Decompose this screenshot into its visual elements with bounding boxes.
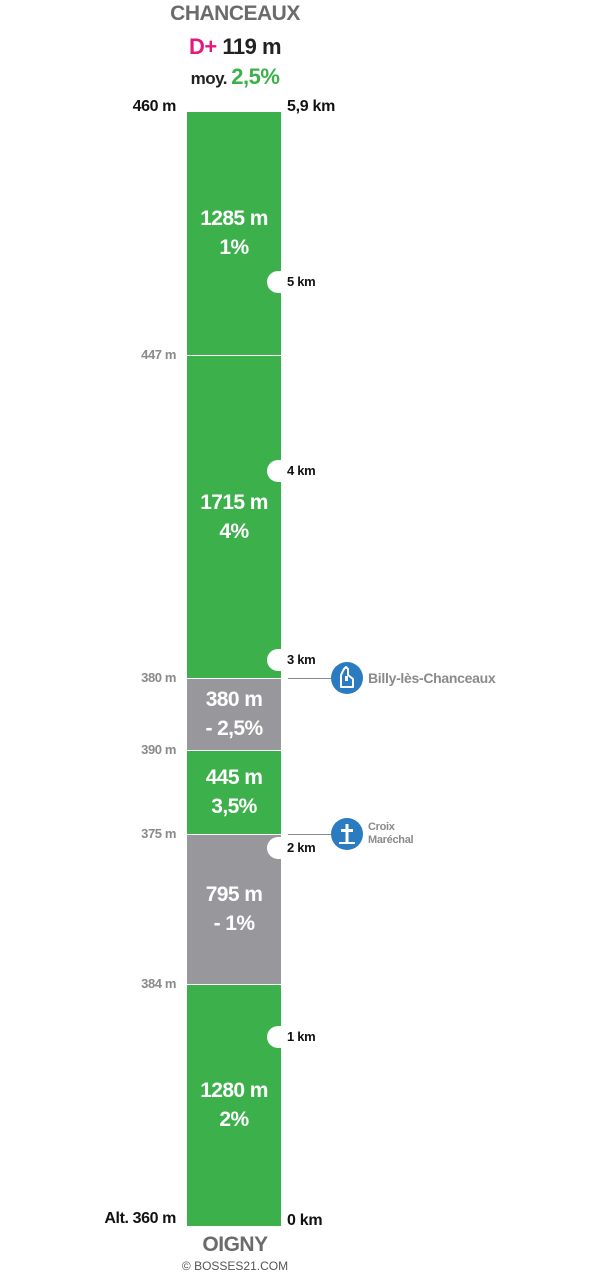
km-notch: [267, 270, 281, 293]
altitude-label: 460 m: [132, 98, 177, 115]
profile-segment: 1715 m 4%: [187, 354, 281, 679]
segment-separator: [187, 834, 281, 836]
km-notch: [267, 648, 281, 671]
altitude-label: 390 m: [141, 742, 176, 758]
average-grade-value: 2,5%: [231, 64, 280, 89]
poi-label: Billy-lès-Chanceaux: [368, 670, 496, 687]
altitude-label: 447 m: [141, 346, 176, 362]
profile-segment: 380 m - 2,5%: [187, 678, 281, 751]
elevation-gain-value: 119 m: [222, 34, 282, 59]
km-notch: [267, 1026, 281, 1049]
average-grade-prefix: moy.: [190, 69, 228, 88]
segment-grade-label: - 2,5%: [205, 717, 263, 741]
km-marker-label: 1 km: [287, 1029, 316, 1045]
poi-label-line: Billy-lès-Chanceaux: [368, 670, 496, 687]
km-marker-label: 5 km: [287, 273, 316, 289]
km-marker-label: 3 km: [287, 651, 316, 667]
poi-label: Croix Maréchal: [368, 821, 414, 847]
km-notch: [267, 459, 281, 482]
km-marker-label: 2 km: [287, 840, 316, 856]
church-icon: [331, 662, 363, 695]
segment-grade-label: 4%: [219, 519, 249, 543]
altitude-label: Alt. 360 m: [104, 1210, 176, 1227]
poi-label-line: Croix: [368, 821, 395, 834]
poi-leader-line: [288, 678, 332, 680]
segment-grade-label: 1%: [219, 236, 249, 260]
altitude-label: 375 m: [141, 826, 176, 842]
profile-segment: 1285 m 1%: [187, 112, 281, 355]
elevation-gain-prefix: D+: [188, 34, 217, 59]
segment-separator: [187, 750, 281, 752]
average-grade: moy. 2,5%: [0, 64, 470, 90]
segment-length-label: 1715 m: [200, 490, 268, 514]
profile-segment: 795 m - 1%: [187, 834, 281, 985]
segment-length-label: 380 m: [205, 688, 263, 712]
altitude-label: 384 m: [141, 976, 176, 992]
segment-separator: [187, 678, 281, 680]
segment-length-label: 445 m: [205, 766, 263, 790]
km-marker-label: 0 km: [287, 1212, 323, 1229]
profile-segment: 1280 m 2%: [187, 984, 281, 1226]
segment-grade-label: - 1%: [213, 912, 255, 936]
segment-separator: [187, 984, 281, 986]
segment-grade-label: 3,5%: [211, 795, 257, 819]
start-name: OIGNY: [202, 1233, 268, 1256]
segment-grade-label: 2%: [219, 1108, 249, 1132]
segment-length-label: 1285 m: [200, 207, 268, 231]
copyright: © BOSSES21.COM: [181, 1259, 289, 1273]
profile-bar: 1280 m 2% 795 m - 1% 445 m 3,5% 380 m - 2,5% 171…: [187, 112, 281, 1226]
segment-separator: [187, 354, 281, 356]
profile-segment: 445 m 3,5%: [187, 750, 281, 835]
elevation-gain: D+ 119 m: [0, 34, 470, 60]
summit-name: CHANCEAUX: [170, 2, 300, 25]
km-notch: [267, 837, 281, 860]
km-marker-label: 5,9 km: [287, 98, 336, 115]
poi-leader-line: [288, 834, 332, 836]
segment-length-label: 1280 m: [200, 1079, 268, 1103]
poi-label-line: Maréchal: [368, 834, 414, 847]
cross-icon: [331, 818, 363, 851]
km-marker-label: 4 km: [287, 462, 316, 478]
segment-length-label: 795 m: [205, 883, 263, 907]
altitude-label: 380 m: [141, 670, 176, 686]
